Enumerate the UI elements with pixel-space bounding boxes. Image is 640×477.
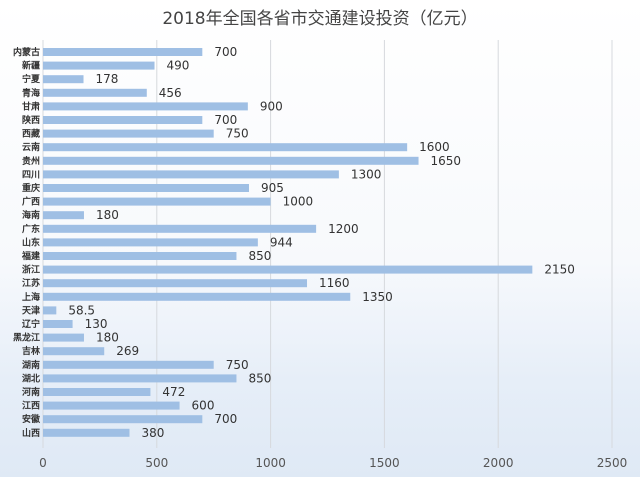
x-tick-label: 500	[145, 456, 168, 470]
bar	[43, 428, 130, 437]
value-label: 700	[214, 45, 237, 59]
bar	[43, 401, 180, 410]
category-label: 内蒙古	[13, 46, 40, 58]
value-label: 905	[261, 181, 284, 195]
bar	[43, 388, 151, 396]
chart-title: 2018年全国各省市交通建设投资（亿元）	[162, 9, 477, 29]
bar	[43, 252, 237, 260]
value-label: 180	[96, 331, 119, 345]
value-label: 1600	[419, 140, 450, 154]
bar-layer	[43, 48, 533, 437]
category-label: 贵州	[22, 155, 40, 167]
category-label: 福建	[21, 250, 41, 262]
value-label: 944	[270, 235, 293, 249]
value-label: 700	[214, 113, 237, 127]
value-label: 900	[260, 99, 283, 113]
bar	[43, 197, 271, 206]
value-label: 178	[96, 72, 119, 86]
bar	[43, 279, 308, 288]
category-label: 辽宁	[22, 318, 40, 330]
value-label: 700	[214, 412, 237, 426]
category-label: 海南	[22, 209, 40, 221]
bar	[43, 360, 214, 369]
category-label: 新疆	[22, 60, 40, 72]
bar	[43, 211, 84, 220]
bar	[43, 347, 105, 356]
category-label: 西藏	[22, 128, 40, 140]
category-label: 山东	[22, 236, 40, 248]
bar	[43, 184, 249, 192]
value-label: 130	[85, 317, 108, 331]
category-label: 湖南	[22, 359, 40, 371]
value-label: 472	[162, 385, 185, 399]
category-label: 甘肃	[22, 100, 40, 112]
category-label: 安徽	[22, 413, 41, 425]
bar	[43, 170, 339, 179]
bar	[43, 415, 203, 424]
value-label: 1650	[431, 154, 462, 168]
value-label: 490	[167, 59, 190, 73]
category-label: 广东	[22, 223, 40, 235]
value-label: 600	[192, 399, 215, 413]
bar	[43, 48, 203, 56]
value-label: 2150	[544, 263, 575, 277]
value-label: 850	[248, 371, 271, 385]
x-tick-label: 2500	[597, 456, 628, 470]
value-label: 58.5	[68, 303, 95, 317]
value-label: 1300	[351, 167, 382, 181]
category-label: 山西	[22, 427, 40, 439]
value-label: 1160	[319, 276, 350, 290]
value-label: 750	[226, 127, 249, 141]
bar	[43, 265, 533, 274]
bar	[43, 320, 73, 328]
x-tick-label: 1500	[369, 456, 400, 470]
category-label: 天津	[22, 304, 40, 316]
category-label: 广西	[22, 196, 40, 208]
value-label: 1000	[283, 195, 314, 209]
x-tick-label: 0	[39, 456, 47, 470]
bar	[43, 333, 84, 342]
bar	[43, 116, 203, 124]
category-label: 河南	[22, 386, 40, 398]
category-label: 湖北	[22, 372, 40, 384]
value-label: 380	[141, 426, 164, 440]
bar	[43, 156, 419, 165]
value-label: 180	[96, 208, 119, 222]
bar	[43, 129, 214, 138]
value-label: 1200	[328, 222, 359, 236]
value-label: 1350	[362, 290, 393, 304]
bar	[43, 306, 57, 315]
bar	[43, 143, 408, 152]
bar	[43, 102, 248, 111]
bar	[43, 238, 258, 247]
x-tick-label: 2000	[483, 456, 514, 470]
bar	[43, 61, 155, 70]
axis-layer: 0 500 1000 1500 2000 2500 内蒙古 700 新疆 490 宁夏 178 青海 45…	[13, 45, 627, 470]
value-label: 269	[116, 344, 139, 358]
category-label: 上海	[22, 291, 40, 303]
category-label: 浙江	[22, 264, 40, 276]
category-label: 黑龙江	[13, 332, 40, 344]
category-label: 江苏	[22, 277, 40, 289]
category-label: 宁夏	[22, 73, 41, 85]
category-label: 吉林	[22, 345, 41, 357]
category-label: 青海	[22, 87, 40, 99]
value-label: 750	[226, 358, 249, 372]
category-label: 陕西	[22, 114, 40, 126]
category-label: 重庆	[22, 182, 40, 194]
x-tick-label: 1000	[255, 456, 286, 470]
value-label: 850	[248, 249, 271, 263]
category-label: 云南	[22, 141, 40, 153]
bar	[43, 374, 237, 383]
bar	[43, 75, 84, 84]
bar	[43, 88, 147, 97]
category-label: 四川	[22, 169, 40, 180]
value-label: 456	[159, 86, 182, 100]
bar	[43, 292, 351, 301]
bar	[43, 224, 317, 233]
category-label: 江西	[22, 400, 40, 412]
